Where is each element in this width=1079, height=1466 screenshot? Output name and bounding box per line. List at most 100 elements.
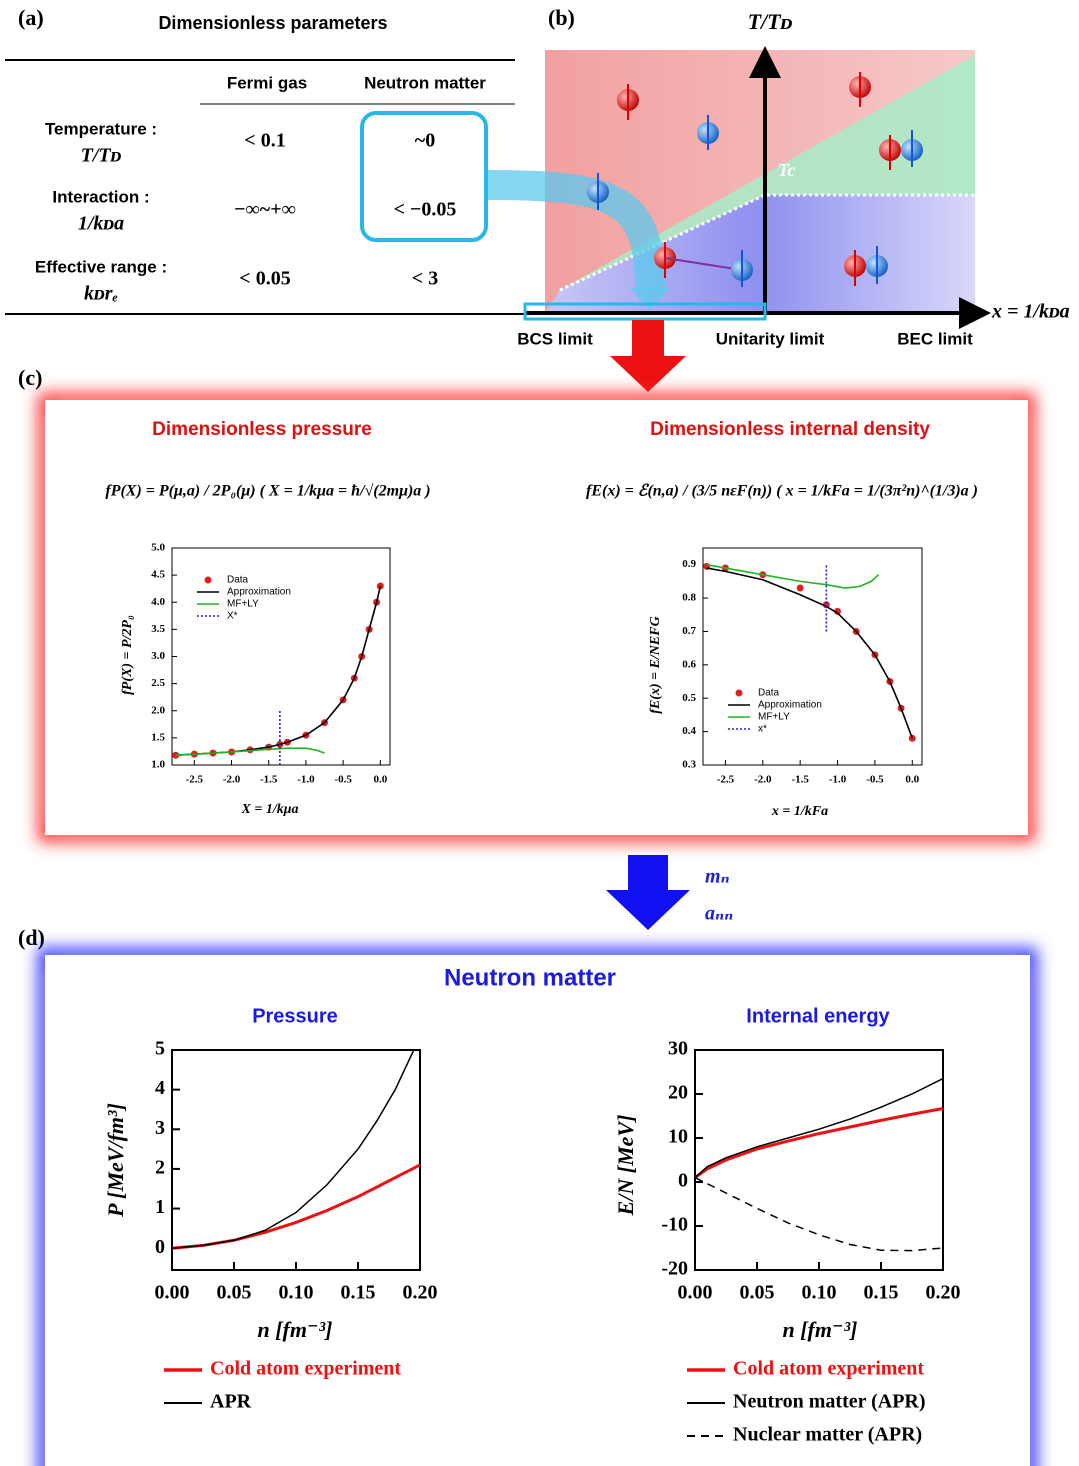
legend-label: Approximation	[758, 700, 822, 711]
x-tick-label: -2.5	[186, 774, 204, 786]
panel-label: (c)	[18, 365, 42, 390]
series-line	[706, 563, 880, 589]
x-tick-label: 0.20	[926, 1282, 961, 1304]
x-tick-label: 0.00	[155, 1282, 190, 1304]
legend-label: x*	[758, 724, 767, 735]
blue-arrow	[606, 855, 690, 930]
y-tick-label: 10	[668, 1126, 688, 1148]
column-header: Fermi gas	[227, 73, 307, 92]
tc-label: Tc	[778, 160, 795, 180]
y-tick-label: 0.3	[682, 759, 696, 771]
highlight-box	[523, 302, 767, 321]
y-tick-label: 3.0	[151, 650, 165, 662]
y-axis-label: fP(X) = P/2P₀	[120, 615, 135, 695]
x-tick-label: -0.5	[866, 774, 884, 786]
series-line	[175, 747, 325, 757]
legend-marker	[204, 576, 212, 584]
row-label: Effective range :	[35, 257, 167, 276]
legend-label: Nuclear matter (APR)	[733, 1424, 922, 1446]
legend-label: APR	[210, 1391, 252, 1413]
cell: < 0.1	[244, 130, 285, 152]
chart-title: Dimensionless pressure	[152, 419, 372, 440]
legend-label: Data	[227, 575, 249, 586]
legend-label: MF+LY	[758, 712, 790, 723]
phase-diagram: T/Tᴅ x = 1/kᴅa Tc BCS limit Unitarity li…	[487, 9, 1070, 348]
y-tick-label: 5	[155, 1038, 165, 1060]
panel-c	[45, 400, 1028, 835]
x-axis-label: X = 1/kμa	[241, 802, 299, 817]
x-axis-label: n [fm⁻³]	[257, 1317, 332, 1342]
x-tick-label: -0.5	[334, 774, 352, 786]
data-point	[834, 607, 842, 615]
legend-label: Cold atom experiment	[210, 1358, 401, 1380]
particles	[587, 72, 923, 287]
formula: fP(X) = P(μ,a) / 2P₀(μ) ( X = 1/kμa = ħ/…	[105, 483, 430, 500]
series-line	[694, 1077, 944, 1179]
y-tick-label: -20	[661, 1258, 688, 1280]
y-tick-label: 4.0	[151, 596, 165, 608]
y-tick-label: 2.5	[151, 677, 165, 689]
chart-title: Internal energy	[746, 1005, 890, 1027]
legend-label: Data	[758, 688, 780, 699]
chart-title: Pressure	[252, 1005, 338, 1027]
x-axis-label: x = 1/kFa	[771, 804, 828, 819]
limit-label: Unitarity limit	[716, 329, 825, 348]
y-tick-label: 0.4	[682, 725, 696, 737]
row-label: Temperature :	[45, 119, 157, 138]
y-tick-label: 20	[668, 1082, 688, 1104]
y-tick-label: 2	[155, 1157, 165, 1179]
cell: ~0	[415, 130, 435, 152]
y-axis-label: E/N [MeV]	[613, 1115, 638, 1217]
limit-label: BEC limit	[897, 329, 973, 348]
series-line	[171, 1049, 415, 1249]
x-axis-label: n [fm⁻³]	[782, 1317, 857, 1342]
x-tick-label: 0.00	[678, 1282, 713, 1304]
x-tick-label: -1.5	[260, 774, 278, 786]
y-axis-label: P [MeV/fm³]	[103, 1103, 128, 1218]
x-tick-label: 0.20	[403, 1282, 438, 1304]
y-tick-label: 3.5	[151, 623, 165, 635]
row-symbol: 1/kᴅa	[78, 213, 124, 235]
x-tick-label: -1.0	[297, 774, 315, 786]
pseudogap-region	[560, 55, 975, 290]
row-symbol: kᴅrₑ	[84, 283, 118, 305]
row-symbol: T/Tᴅ	[81, 145, 122, 167]
cell: < −0.05	[394, 199, 457, 221]
data-point	[796, 584, 804, 592]
x-tick-label: 0.05	[740, 1282, 775, 1304]
legend-label: Cold atom experiment	[733, 1358, 924, 1380]
y-tick-label: 0	[678, 1170, 688, 1192]
y-tick-label: 1	[155, 1196, 165, 1218]
x-tick-label: -1.0	[829, 774, 847, 786]
table-title: Dimensionless parameters	[158, 13, 387, 33]
x-tick-label: -2.0	[754, 774, 772, 786]
highlight-arrow	[487, 170, 665, 291]
y-axis-label: fE(x) = E/NEFG	[648, 616, 663, 713]
x-tick-label: -2.0	[223, 774, 241, 786]
formula: fE(x) = ℰ(n,a) / (3/5 nεF(n)) ( x = 1/kF…	[586, 483, 978, 500]
limit-label: BCS limit	[517, 329, 593, 348]
panel-label: (b)	[548, 5, 575, 30]
highlight-arrow-head	[630, 288, 670, 310]
y-tick-label: 0.8	[682, 592, 696, 604]
red-arrow	[610, 320, 686, 392]
series-line	[706, 567, 914, 739]
x-tick-label: 0.10	[279, 1282, 314, 1304]
y-tick-label: 0.7	[682, 625, 696, 637]
y-tick-label: 0.5	[682, 692, 696, 704]
x-tick-label: 0.0	[905, 774, 919, 786]
column-header: Neutron matter	[364, 73, 486, 92]
y-tick-label: 30	[668, 1038, 688, 1060]
y-tick-label: 4	[155, 1077, 165, 1099]
panel-label: (d)	[18, 925, 45, 950]
legend-label: Neutron matter (APR)	[733, 1391, 926, 1413]
row-label: Interaction :	[52, 187, 149, 206]
cell: −∞~+∞	[234, 199, 296, 221]
y-tick-label: -10	[661, 1214, 688, 1236]
y-tick-label: 5.0	[151, 542, 165, 554]
y-tick-label: 4.5	[151, 569, 165, 581]
panel-label: (a)	[18, 5, 44, 30]
panel-d	[45, 955, 1030, 1466]
y-tick-label: 3	[155, 1117, 165, 1139]
